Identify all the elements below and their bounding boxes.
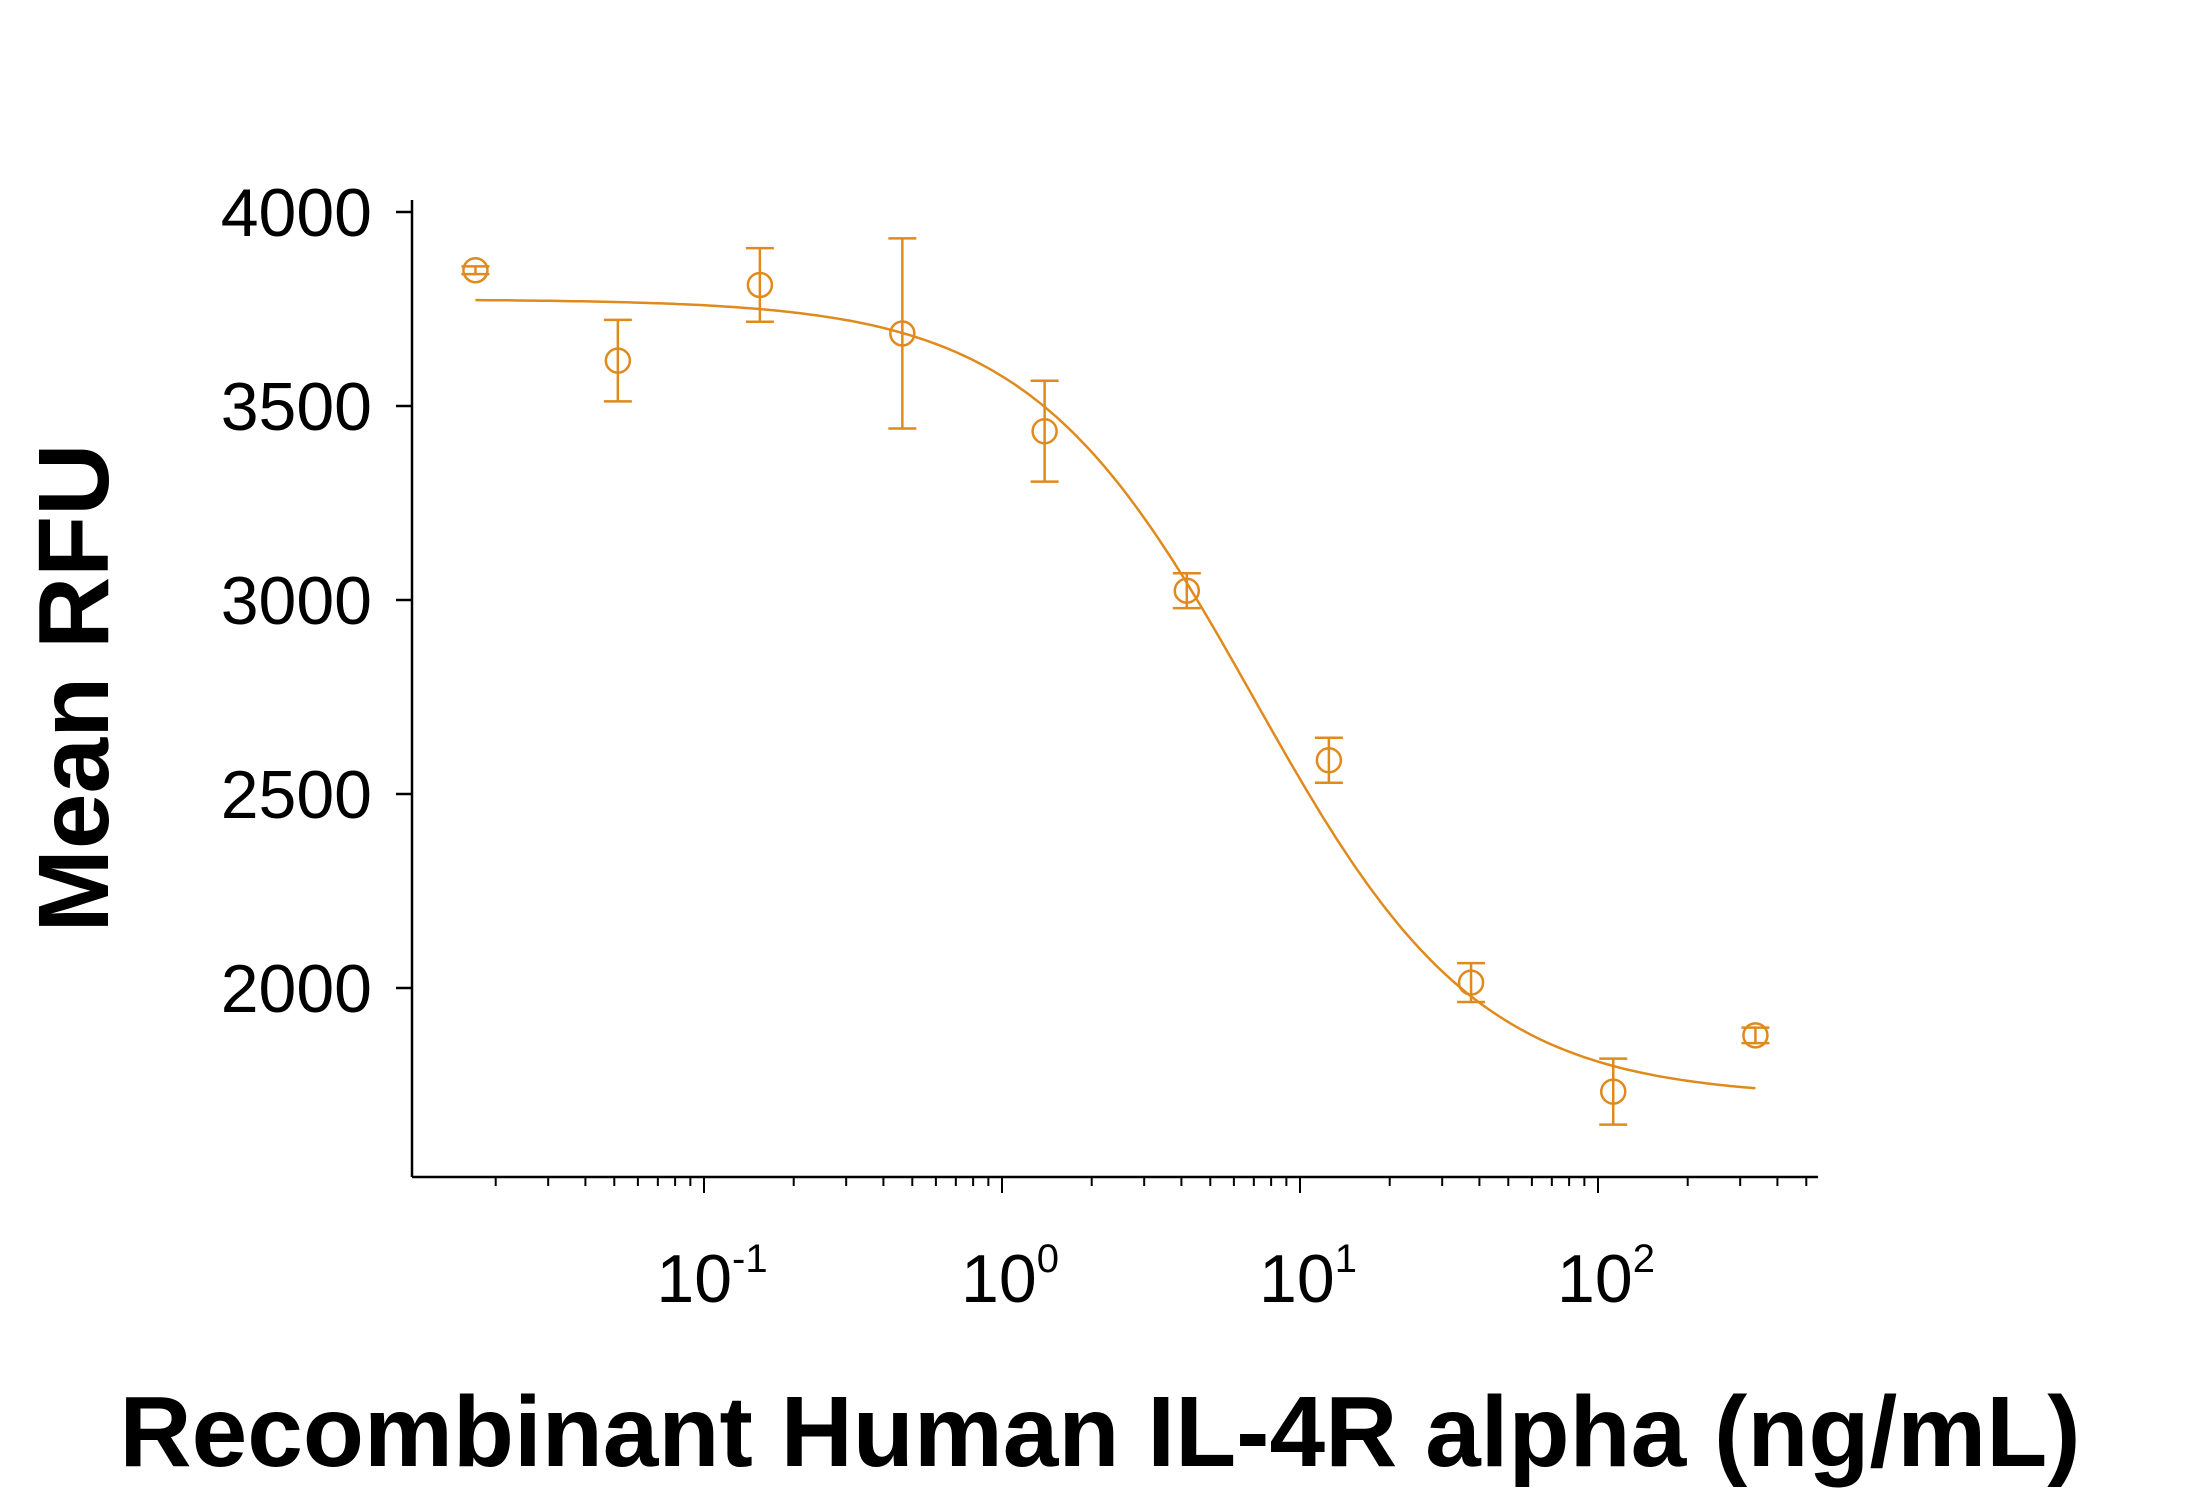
data-point [888, 237, 917, 430]
point-marker [1173, 577, 1201, 604]
data-point [1457, 961, 1486, 1004]
point-marker [746, 271, 774, 299]
y-tick-label: 2000 [221, 951, 372, 1027]
axes [410, 200, 1818, 1179]
x-tick-label: 10-1 [656, 1237, 767, 1317]
point-marker [1457, 969, 1485, 996]
y-tick-label: 4000 [221, 175, 372, 251]
tick-marks [396, 210, 1808, 1193]
point-marker [1315, 746, 1343, 774]
x-tick-label: 100 [961, 1237, 1059, 1317]
x-tick-label: 102 [1557, 1237, 1655, 1317]
fit-curve [475, 298, 1756, 1090]
point-marker [462, 256, 489, 284]
y-tick-label: 3500 [221, 369, 372, 445]
tick-labels: 2000 2500 3000 3500 4000 10-1 100 101 102 [221, 175, 1655, 1317]
data-point [1314, 736, 1343, 784]
y-tick-label: 3000 [221, 563, 372, 639]
y-axis-title: Mean RFU [18, 444, 130, 933]
data-points [461, 237, 1770, 1126]
point-marker [1031, 417, 1058, 445]
point-marker [1599, 1078, 1627, 1105]
data-point [1172, 571, 1201, 610]
point-marker [889, 320, 916, 347]
data-point [461, 256, 490, 284]
data-point [603, 318, 632, 403]
point-marker [604, 347, 632, 374]
y-tick-label: 2500 [221, 757, 372, 833]
data-point [1030, 379, 1059, 483]
data-point [745, 246, 774, 324]
x-tick-label: 101 [1259, 1237, 1357, 1317]
data-point [1741, 1022, 1770, 1049]
point-marker [1742, 1022, 1769, 1049]
data-point [1599, 1057, 1628, 1126]
x-axis-title: Recombinant Human IL-4R alpha (ng/mL) [119, 1376, 2080, 1488]
